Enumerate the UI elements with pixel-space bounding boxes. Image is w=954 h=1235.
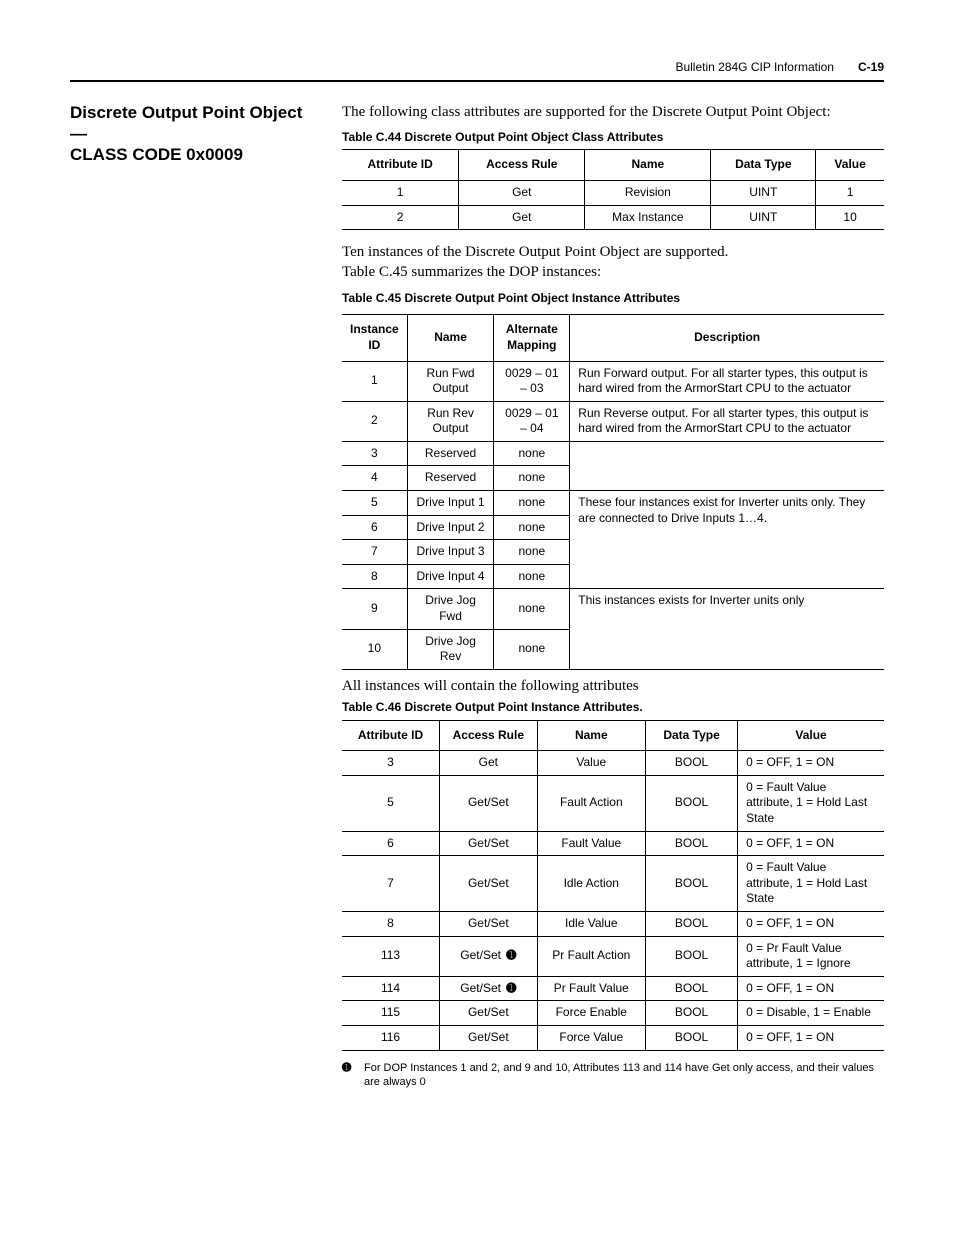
table-row: 115Get/SetForce EnableBOOL0 = Disable, 1…: [342, 1001, 884, 1026]
t46-col-3: Data Type: [645, 720, 737, 751]
t46-col-4: Value: [738, 720, 884, 751]
section-title: Discrete Output Point Object — CLASS COD…: [70, 102, 310, 166]
t45-col-2: Alternate Mapping: [494, 315, 570, 361]
footnote-reference-icon: ➊: [501, 981, 516, 995]
t45-col-0: Instance ID: [342, 315, 407, 361]
t46-col-2: Name: [537, 720, 645, 751]
t44-col-3: Data Type: [711, 150, 816, 181]
table-row: 3 Reserved none: [342, 441, 884, 466]
table-row: 116Get/SetForce ValueBOOL0 = OFF, 1 = ON: [342, 1025, 884, 1050]
footnote: ➊ For DOP Instances 1 and 2, and 9 and 1…: [342, 1061, 884, 1091]
table-c46-caption: Table C.46 Discrete Output Point Instanc…: [342, 700, 884, 716]
intro-paragraph-3: All instances will contain the following…: [342, 676, 884, 696]
page-number: C-19: [858, 60, 884, 76]
table-c45-caption: Table C.45 Discrete Output Point Object …: [342, 291, 884, 307]
t45-col-1: Name: [407, 315, 494, 361]
t45-col-3: Description: [570, 315, 884, 361]
table-row: 9 Drive Jog Fwd none This instances exis…: [342, 589, 884, 629]
table-row: 5Get/SetFault ActionBOOL0 = Fault Value …: [342, 775, 884, 831]
table-row: 7Get/SetIdle ActionBOOL0 = Fault Value a…: [342, 856, 884, 912]
footnote-text: For DOP Instances 1 and 2, and 9 and 10,…: [364, 1061, 884, 1091]
table-row: 113Get/Set ➊Pr Fault ActionBOOL0 = Pr Fa…: [342, 936, 884, 976]
table-row: 3GetValueBOOL0 = OFF, 1 = ON: [342, 751, 884, 776]
table-c45: Instance ID Name Alternate Mapping Descr…: [342, 314, 884, 670]
t44-col-1: Access Rule: [459, 150, 585, 181]
t46-col-1: Access Rule: [440, 720, 538, 751]
table-c46: Attribute ID Access Rule Name Data Type …: [342, 720, 884, 1051]
table-row: 8Get/SetIdle ValueBOOL0 = OFF, 1 = ON: [342, 912, 884, 937]
table-row: 1 Get Revision UINT 1: [342, 181, 884, 206]
t44-col-2: Name: [585, 150, 711, 181]
table-c44-caption: Table C.44 Discrete Output Point Object …: [342, 130, 884, 146]
table-row: 2 Get Max Instance UINT 10: [342, 205, 884, 230]
table-row: 5 Drive Input 1 none These four instance…: [342, 491, 884, 516]
intro-paragraph-2: Ten instances of the Discrete Output Poi…: [342, 242, 884, 283]
intro-paragraph-1: The following class attributes are suppo…: [342, 102, 884, 122]
footnote-marker-icon: ➊: [342, 1061, 351, 1076]
table-c44: Attribute ID Access Rule Name Data Type …: [342, 149, 884, 230]
footnote-reference-icon: ➊: [501, 948, 516, 962]
table-row: 6Get/SetFault ValueBOOL0 = OFF, 1 = ON: [342, 831, 884, 856]
t44-col-4: Value: [816, 150, 884, 181]
doc-title: Bulletin 284G CIP Information: [675, 60, 834, 76]
table-c45-wrapper: Instance ID Name Alternate Mapping Descr…: [342, 314, 884, 1090]
t46-col-0: Attribute ID: [342, 720, 440, 751]
section-header-row: Discrete Output Point Object — CLASS COD…: [70, 102, 884, 311]
table-row: 2 Run Rev Output 0029 – 01 – 04 Run Reve…: [342, 401, 884, 441]
page-header: Bulletin 284G CIP Information C-19: [70, 60, 884, 82]
table-row: 114Get/Set ➊Pr Fault ValueBOOL0 = OFF, 1…: [342, 976, 884, 1001]
t44-col-0: Attribute ID: [342, 150, 459, 181]
table-row: 1 Run Fwd Output 0029 – 01 – 03 Run Forw…: [342, 361, 884, 401]
